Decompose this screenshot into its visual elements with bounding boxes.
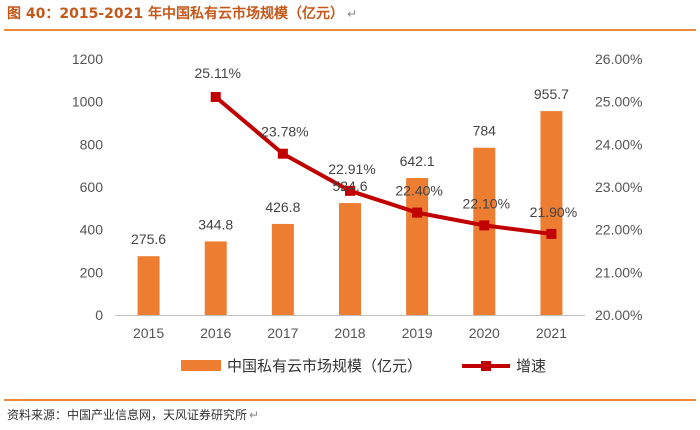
return-mark-icon: ↵ [346, 7, 358, 21]
growth-marker-2020 [479, 220, 490, 231]
bar-data-label: 955.7 [534, 86, 569, 102]
bar-data-label: 426.8 [265, 199, 300, 215]
legend-line-marker [481, 361, 491, 371]
x-tick-label: 2020 [469, 325, 500, 341]
chart-title: 图 40：2015-2021 年中国私有云市场规模（亿元） ↵ [7, 3, 357, 25]
bar-data-label: 524.6 [332, 178, 367, 194]
y-left-tick-label: 800 [80, 136, 104, 152]
x-tick-label: 2017 [267, 325, 298, 341]
y-right-tick-label: 25.00% [595, 94, 642, 110]
bar-2018 [339, 203, 361, 315]
y-right-tick-label: 26.00% [595, 51, 642, 67]
y-right-tick-label: 20.00% [595, 307, 642, 323]
x-tick-label: 2016 [200, 325, 231, 341]
source-note: 资料来源：中国产业信息网，天风证券研究所 ↵ [7, 405, 259, 425]
source-text: 资料来源：中国产业信息网，天风证券研究所 [7, 408, 248, 422]
bar-2016 [204, 241, 227, 315]
growth-data-label: 25.11% [194, 65, 240, 81]
growth-data-label: 22.10% [463, 195, 510, 211]
y-left-tick-label: 200 [80, 264, 104, 280]
growth-marker-2019 [412, 207, 423, 218]
x-tick-label: 2019 [402, 325, 433, 341]
x-tick-label: 2021 [536, 325, 567, 341]
footer-divider [4, 399, 696, 401]
growth-data-label: 23.78% [261, 124, 308, 140]
y-left-tick-label: 0 [95, 307, 103, 323]
header-divider [4, 29, 696, 31]
bar-data-label: 275.6 [131, 231, 166, 247]
y-left-tick-label: 1200 [72, 51, 103, 67]
y-right-tick-label: 22.00% [595, 222, 642, 238]
legend-line-label: 增速 [516, 357, 546, 375]
y-right-tick-label: 23.00% [595, 179, 642, 195]
x-tick-label: 2015 [133, 325, 164, 341]
growth-data-label: 22.40% [395, 183, 442, 199]
y-left-tick-label: 400 [80, 222, 104, 238]
bar-data-label: 642.1 [400, 153, 435, 169]
bar-2020 [473, 147, 496, 315]
x-tick-label: 2018 [334, 325, 365, 341]
legend-bar-swatch [181, 360, 221, 371]
growth-data-label: 21.90% [530, 204, 577, 220]
source-return-mark-icon: ↵ [249, 408, 260, 422]
bar-data-label: 784 [473, 123, 497, 139]
bar-2021 [540, 111, 563, 315]
growth-line [214, 95, 552, 236]
growth-marker-2016 [210, 91, 221, 102]
legend-bar-label: 中国私有云市场规模（亿元） [227, 357, 422, 375]
chart-area: 0 200 400 600 800 1000 1200 20.00% 21.00% 22.00% 2… [72, 51, 643, 375]
growth-marker-2021 [546, 228, 557, 239]
y-right-tick-label: 24.00% [595, 136, 642, 152]
growth-marker-2017 [277, 148, 288, 159]
bar-2017 [271, 223, 294, 315]
growth-data-label: 22.91% [328, 161, 375, 177]
growth-marker-2018 [345, 185, 355, 196]
y-left-tick-label: 1000 [72, 94, 103, 110]
bar-2015 [137, 256, 160, 315]
y-right-tick-label: 21.00% [595, 264, 642, 280]
bar-data-label: 344.8 [198, 216, 233, 232]
y-left-tick-label: 600 [80, 179, 104, 195]
chart-title-text: 图 40：2015-2021 年中国私有云市场规模（亿元） [7, 6, 344, 22]
